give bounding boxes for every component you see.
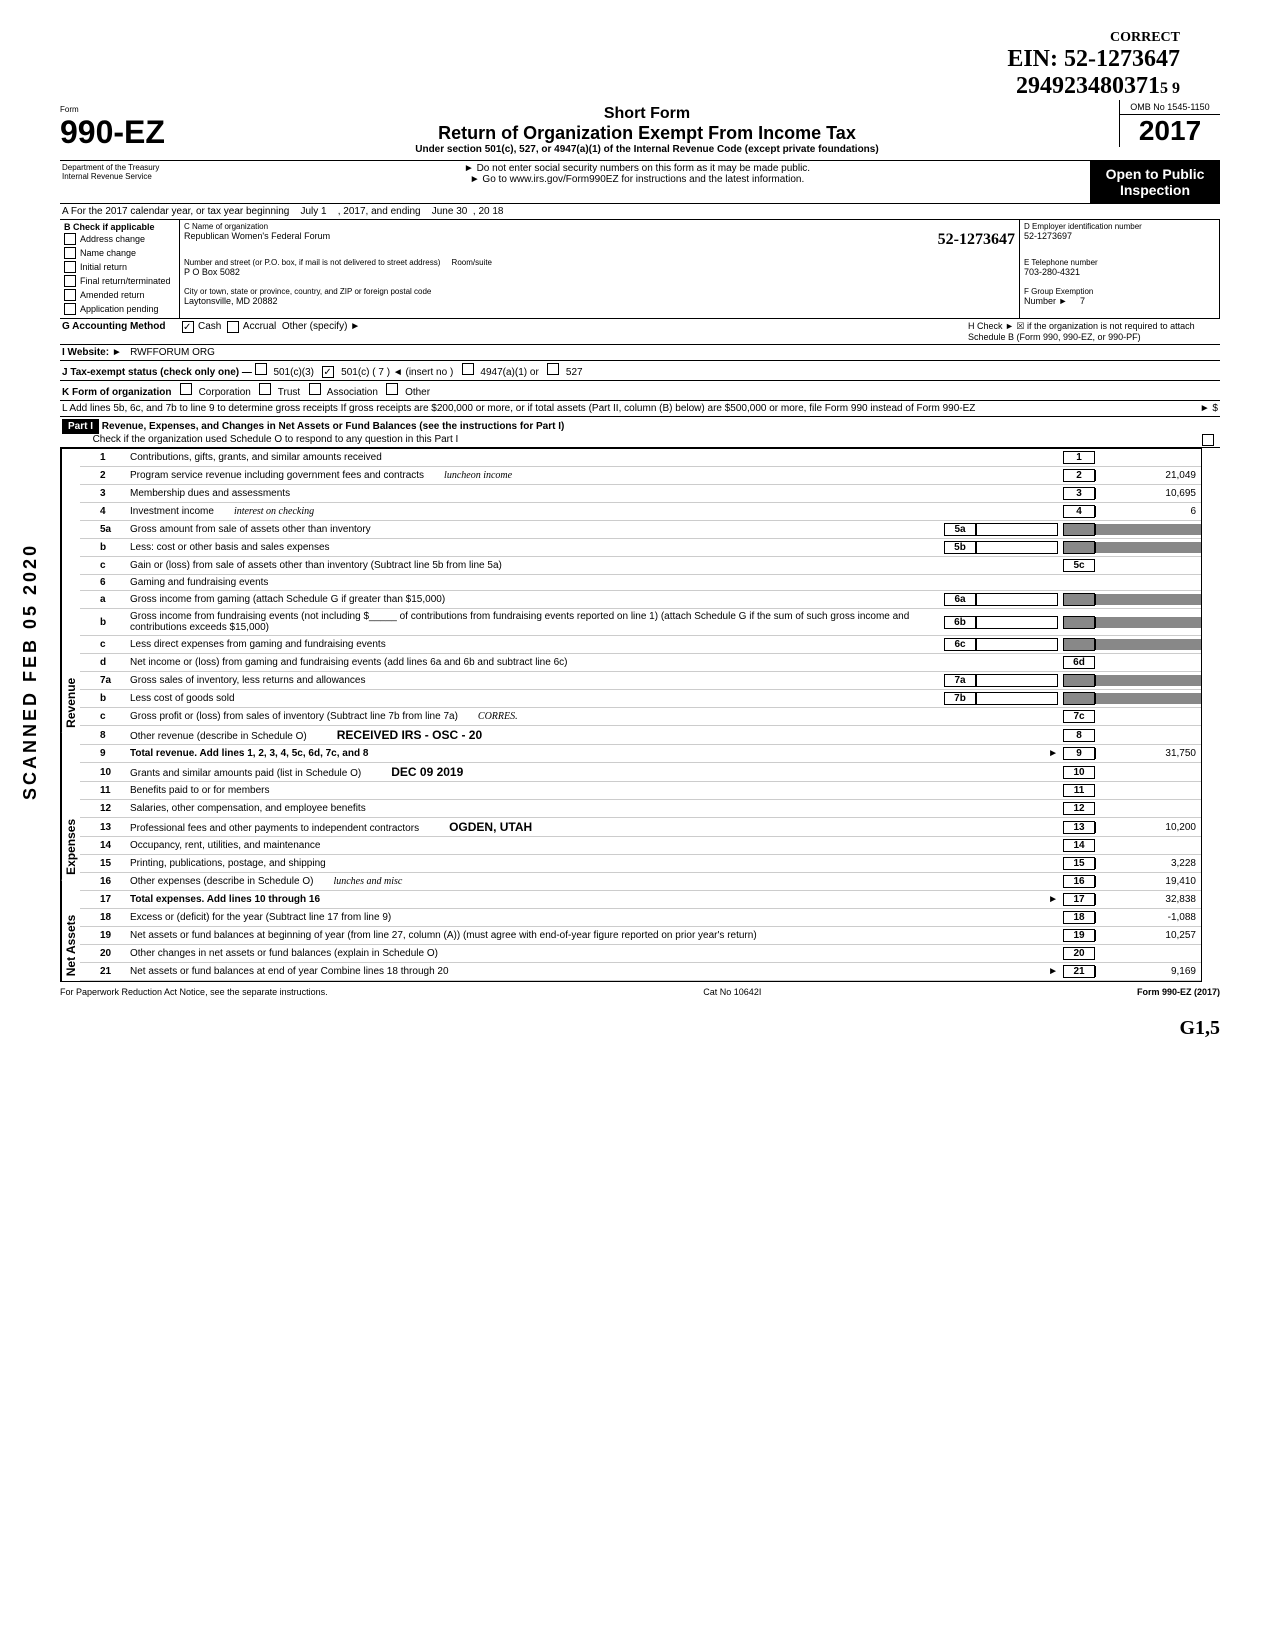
line-13: 13Professional fees and other payments t…	[80, 818, 1201, 837]
form-title: Return of Organization Exempt From Incom…	[180, 123, 1114, 144]
line-10: 10Grants and similar amounts paid (list …	[80, 763, 1201, 782]
netassets-label: Net Assets	[61, 880, 80, 981]
scanned-stamp: SCANNED FEB 05 2020	[20, 543, 41, 800]
financial-table: Revenue Expenses Net Assets 1Contributio…	[60, 448, 1202, 982]
form-header: Form 990-EZ Short Form Return of Organiz…	[60, 100, 1220, 161]
line-c: cGross profit or (loss) from sales of in…	[80, 708, 1201, 726]
line-b: bLess cost of goods sold7b	[80, 690, 1201, 708]
line-5a: 5aGross amount from sale of assets other…	[80, 521, 1201, 539]
line-12: 12Salaries, other compensation, and empl…	[80, 800, 1201, 818]
line-9: 9Total revenue. Add lines 1, 2, 3, 4, 5c…	[80, 745, 1201, 763]
section-l: L Add lines 5b, 6c, and 7b to line 9 to …	[60, 401, 1220, 417]
omb-number: OMB No 1545-1150	[1120, 100, 1220, 115]
line-19: 19Net assets or fund balances at beginni…	[80, 927, 1201, 945]
org-address: P O Box 5082	[184, 267, 1015, 277]
form-footer: For Paperwork Reduction Act Notice, see …	[60, 982, 1220, 997]
section-j-tax-status: J Tax-exempt status (check only one) — 5…	[60, 361, 1220, 381]
line-c: cLess direct expenses from gaming and fu…	[80, 636, 1201, 654]
line-20: 20Other changes in net assets or fund ba…	[80, 945, 1201, 963]
top-handwritten-notes: CORRECT EIN: 52-1273647 2949234803715 9	[1007, 30, 1180, 100]
line-8: 8Other revenue (describe in Schedule O)R…	[80, 726, 1201, 745]
line-15: 15Printing, publications, postage, and s…	[80, 855, 1201, 873]
section-k-org-form: K Form of organization Corporation Trust…	[60, 381, 1220, 401]
section-h: H Check ► ☒ if the organization is not r…	[968, 321, 1218, 342]
form-number: 990-EZ	[60, 114, 165, 151]
line-3: 3Membership dues and assessments310,695	[80, 485, 1201, 503]
line-4: 4Investment incomeinterest on checking46	[80, 503, 1201, 521]
revenue-label: Revenue	[61, 449, 80, 733]
line-14: 14Occupancy, rent, utilities, and mainte…	[80, 837, 1201, 855]
line-7a: 7aGross sales of inventory, less returns…	[80, 672, 1201, 690]
line-21: 21Net assets or fund balances at end of …	[80, 963, 1201, 981]
org-name: Republican Women's Federal Forum	[184, 231, 330, 249]
section-a-tax-year: A For the 2017 calendar year, or tax yea…	[60, 204, 1220, 220]
expenses-label: Expenses	[61, 733, 80, 880]
org-city: Laytonsville, MD 20882	[184, 296, 1015, 306]
bottom-handwritten-note: G1,5	[60, 1017, 1220, 1040]
line-d: dNet income or (loss) from gaming and fu…	[80, 654, 1201, 672]
phone-value: 703-280-4321	[1024, 267, 1215, 277]
line-6: 6Gaming and fundraising events	[80, 575, 1201, 591]
line-b: bLess: cost or other basis and sales exp…	[80, 539, 1201, 557]
line-c: cGain or (loss) from sale of assets othe…	[80, 557, 1201, 575]
section-g-accounting: G Accounting Method Cash Accrual Other (…	[60, 319, 1220, 345]
line-2: 2Program service revenue including gover…	[80, 467, 1201, 485]
part-1-header: Part I Revenue, Expenses, and Changes in…	[60, 417, 1220, 448]
tax-year: 2017	[1120, 115, 1220, 147]
line-b: bGross income from fundraising events (n…	[80, 609, 1201, 636]
line-11: 11Benefits paid to or for members11	[80, 782, 1201, 800]
short-form-label: Short Form	[180, 105, 1114, 123]
ein-value: 52-1273697	[1024, 231, 1215, 241]
line-1: 1Contributions, gifts, grants, and simil…	[80, 449, 1201, 467]
open-public-badge: Open to Public Inspection	[1090, 161, 1220, 203]
line-a: aGross income from gaming (attach Schedu…	[80, 591, 1201, 609]
line-17: 17Total expenses. Add lines 10 through 1…	[80, 891, 1201, 909]
section-i-website: I Website: ► RWFFORUM ORG	[60, 345, 1220, 361]
org-info-grid: B Check if applicable Address change Nam…	[60, 220, 1220, 319]
line-18: 18Excess or (deficit) for the year (Subt…	[80, 909, 1201, 927]
line-16: 16Other expenses (describe in Schedule O…	[80, 873, 1201, 891]
